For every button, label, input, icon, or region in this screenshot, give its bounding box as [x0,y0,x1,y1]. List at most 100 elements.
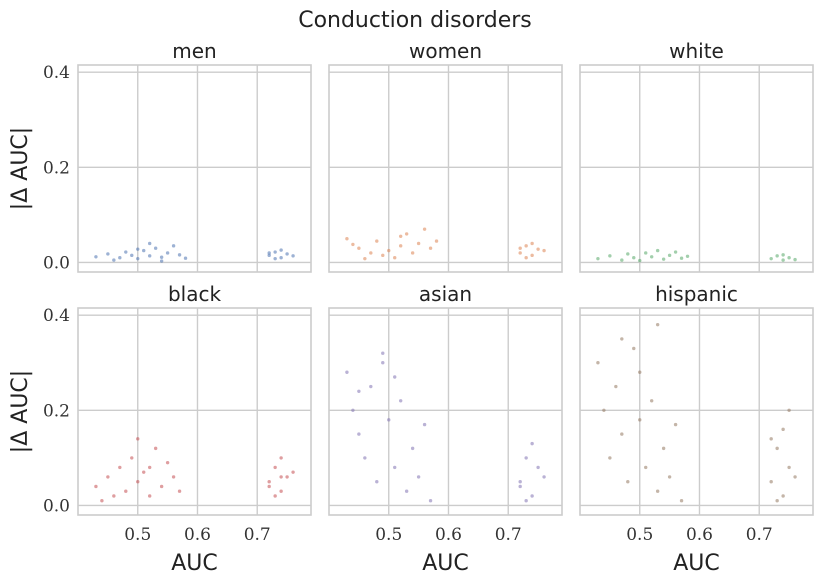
data-point [159,484,164,489]
data-point [118,256,122,260]
data-point [632,256,636,260]
data-point [638,258,642,263]
data-point [787,408,791,413]
data-point [793,257,797,262]
data-point [398,244,403,248]
data-point [518,484,522,489]
data-point [130,253,134,258]
data-point [142,248,146,253]
data-point [398,234,403,239]
y-tick-label: 0.4 [43,63,70,83]
data-point [781,253,785,257]
panel-frame [77,307,312,516]
data-point [273,250,277,254]
data-point [369,384,373,389]
x-axis-label: AUC [422,551,469,576]
data-point [177,253,182,257]
y-tick-label: 0.0 [43,496,70,516]
data-point [536,465,540,470]
data-point [655,248,660,253]
data-point [775,446,779,451]
y-axis-label: |Δ AUC| [8,127,33,210]
x-tick-label: 0.5 [124,525,151,545]
data-point [159,259,164,263]
data-point [112,494,116,498]
data-point [147,254,152,258]
data-point [614,384,618,389]
data-point [428,246,433,250]
data-point [94,484,98,489]
data-point [279,456,283,460]
data-point [620,258,624,262]
panel-frame [579,307,814,516]
data-point [608,456,612,460]
data-point [428,499,433,503]
data-point [655,489,660,493]
data-point [100,499,104,503]
panel-title: hispanic [655,282,738,306]
data-point [279,475,283,479]
data-point [106,475,110,479]
data-point [153,246,158,250]
data-point [638,418,642,422]
data-point [530,253,534,258]
data-point [136,256,140,261]
panels: men 0.0 0.2 0.4 |Δ AUC| women white black 0.0 0.2… [8,39,814,576]
data-point [130,456,134,460]
data-point [165,251,170,255]
data-point [273,256,277,261]
data-point [416,475,421,479]
data-point [518,246,522,250]
panel-hispanic: hispanic 0.5 0.6 0.7 AUC [579,282,814,576]
data-point [644,465,648,470]
data-point [787,465,791,470]
data-point [118,465,122,470]
panel-asian: asian 0.5 0.6 0.7 AUC [328,282,563,576]
data-point [124,489,128,493]
y-tick-label: 0.2 [43,401,70,421]
data-point [363,456,367,460]
data-point [136,247,140,251]
data-point [112,258,116,262]
data-point [363,256,367,261]
panel-frame [328,307,563,516]
data-point [422,227,427,231]
x-tick-label: 0.7 [244,525,271,545]
x-tick-label: 0.6 [435,525,462,545]
data-point [267,484,271,489]
data-point [398,399,403,403]
data-point [345,370,349,374]
data-point [434,239,439,243]
data-point [136,479,140,484]
data-point [530,494,534,498]
data-point [416,241,421,246]
data-point [518,479,522,484]
data-point [542,475,546,479]
data-point [375,479,379,484]
data-point [393,375,397,379]
data-point [781,494,785,498]
data-point [279,256,283,260]
data-point [679,499,684,503]
panel-title: black [168,282,222,306]
panel-men: men 0.0 0.2 0.4 |Δ AUC| [8,39,312,273]
data-point [422,422,427,427]
x-tick-label: 0.7 [495,525,522,545]
data-point [793,475,797,479]
data-point [279,489,283,493]
data-point [685,254,690,258]
data-point [781,427,785,432]
data-point [620,337,624,341]
chart-title: Conduction disorders [298,8,532,33]
data-point [626,252,630,256]
y-axis-label: |Δ AUC| [8,370,33,453]
data-point [787,256,791,260]
data-point [124,250,128,254]
y-tick-label: 0.0 [43,253,70,273]
data-point [106,252,110,256]
x-axis-label: AUC [673,551,720,576]
data-point [267,251,271,255]
x-tick-label: 0.7 [746,525,773,545]
data-point [518,251,522,255]
data-point [638,370,642,374]
